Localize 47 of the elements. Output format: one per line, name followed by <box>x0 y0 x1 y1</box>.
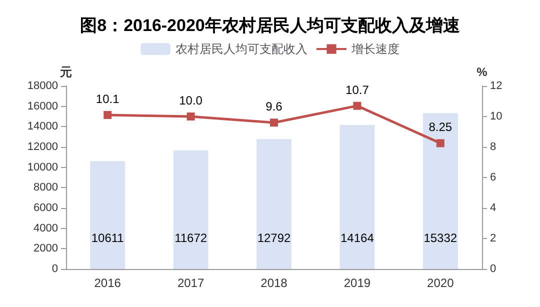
data-label: 12792 <box>257 231 292 245</box>
point <box>104 110 112 119</box>
data-label: 10.7 <box>346 82 370 97</box>
data-label: 10.0 <box>179 94 203 108</box>
data-label: 11672 <box>174 231 208 245</box>
bar <box>340 125 375 269</box>
y2-tick-label: 4 <box>490 202 496 214</box>
y-tick-label: 4000 <box>34 222 58 234</box>
y2-tick-label: 2 <box>490 232 496 244</box>
y-tick-label: 2000 <box>34 242 58 255</box>
data-label: 15332 <box>424 231 458 245</box>
bar <box>173 150 208 269</box>
y-tick-label: 12000 <box>27 141 58 153</box>
data-label: 14164 <box>340 231 374 245</box>
data-label: 10611 <box>91 231 124 245</box>
y-axis-title: 元 <box>59 65 72 79</box>
x-tick-label: 2019 <box>344 276 371 290</box>
y2-tick-label: 0 <box>490 263 496 275</box>
point <box>270 118 278 127</box>
point <box>436 139 444 148</box>
bar <box>90 161 126 269</box>
point <box>353 102 362 110</box>
y2-axis-title: % <box>476 65 488 79</box>
bar <box>256 138 292 269</box>
y-tick-label: 14000 <box>27 120 58 133</box>
x-tick-label: 2020 <box>427 276 454 290</box>
y2-tick-label: 8 <box>490 141 496 153</box>
y-tick-label: 0 <box>52 263 58 275</box>
y2-tick-label: 6 <box>490 172 496 184</box>
x-tick-label: 2016 <box>94 276 122 290</box>
y2-tick-label: 12 <box>490 80 502 92</box>
data-label: 10.1 <box>96 92 120 106</box>
y-tick-label: 18000 <box>27 80 58 92</box>
bar <box>422 113 458 269</box>
y-tick-label: 6000 <box>34 202 58 214</box>
chart-title: 图8：2016-2020年农村居民人均可支配收入及增速 <box>80 16 460 35</box>
x-tick-label: 2018 <box>260 276 288 290</box>
data-label: 9.6 <box>266 100 283 114</box>
point <box>186 112 195 120</box>
x-tick-label: 2017 <box>177 276 204 290</box>
legend-label: 农村居民人均可支配收入 <box>176 42 308 56</box>
y2-tick-label: 10 <box>490 110 502 122</box>
y-tick-label: 16000 <box>27 100 58 112</box>
y-tick-label: 8000 <box>34 182 58 194</box>
y-tick-label: 10000 <box>27 161 58 174</box>
data-label: 8.25 <box>428 120 452 134</box>
legend-label: 增长速度 <box>350 42 400 56</box>
